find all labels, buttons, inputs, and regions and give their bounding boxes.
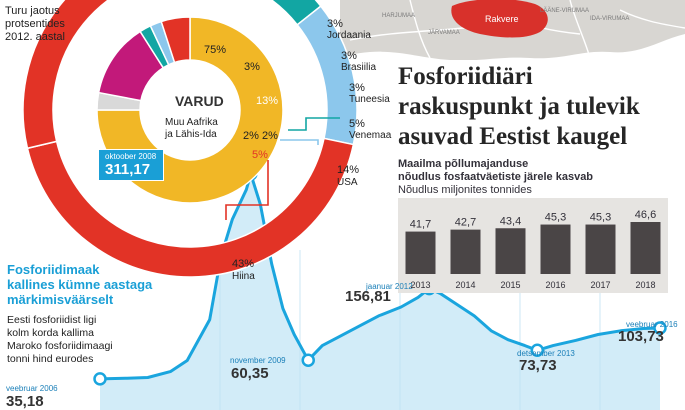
price-point-3 (301, 353, 315, 367)
bar-chart-title-line-2: nõudlus fosfaatväetiste järele kasvab (398, 171, 594, 183)
price-description: Eesti fosforiidist ligi kolm korda kalli… (7, 314, 113, 366)
donut-leader-line-3 (225, 160, 269, 220)
map-label-harjumaa: HARJUMAA (382, 13, 415, 19)
market-share-donut (22, 0, 358, 278)
headline-line-3: asuvad Eestist kaugel (398, 123, 628, 150)
bar-2013 (405, 231, 436, 274)
headline-line-1: Fosforiidiäri (398, 63, 533, 90)
bar-category-label-2015: 2015 (500, 280, 520, 290)
reserves-label: VARUD (175, 93, 224, 109)
reserves-pct-small: 3% (244, 61, 260, 73)
annotation-date-1: veebruar 2006 (6, 384, 58, 393)
price-description-line-1: Eesti fosforiidist ligi (7, 314, 97, 326)
legend-jordaania: Jordaania (327, 30, 371, 41)
bar-value-label-2016: 45,3 (545, 212, 566, 224)
legend-usa: USA (337, 177, 358, 188)
annotation-value-2: 311,17 (105, 161, 151, 178)
annotation-date-2: oktoober 2008 (105, 152, 157, 161)
annotation-value-1: 35,18 (6, 393, 44, 410)
bar-value-label-2013: 41,7 (410, 219, 431, 231)
annotation-date-6: veebruar 2016 (626, 320, 678, 329)
bar-category-label-2018: 2018 (635, 280, 655, 290)
donut-title-line-2: protsentides (5, 18, 65, 30)
bar-category-label-2014: 2014 (455, 280, 475, 290)
legend-venemaa: Venemaa (349, 130, 392, 141)
bar-category-label-2013: 2013 (410, 280, 430, 290)
bar-2014 (450, 229, 481, 274)
bar-2017 (585, 224, 616, 274)
annotation-date-5: detsember 2013 (517, 349, 575, 358)
price-point-5 (530, 343, 545, 358)
reserves-pct-hiina: 5% (252, 149, 268, 161)
legend-hiina: Hiina (232, 271, 255, 282)
bar-2016 (540, 224, 571, 274)
donut-ring1-slice-7 (22, 0, 110, 150)
headline: Fosforiidiäri raskuspunkt ja tulevik asu… (398, 62, 683, 152)
map-label-jarvamaa: JÄRVAMAA (428, 29, 460, 36)
annotation-value-6: 103,73 (618, 328, 664, 345)
legend-pct-tuneesia: 3% (349, 82, 365, 94)
reserves-subtitle-line-2: ja Lähis-Ida (165, 129, 217, 140)
bar-value-label-2018: 46,6 (635, 209, 656, 221)
annotation-value-3: 60,35 (231, 365, 269, 382)
legend-pct-brasiilia: 3% (341, 50, 357, 62)
bar-chart-title-line-1: Maailma põllumajanduse (398, 158, 529, 170)
annotation-value-4: 156,81 (345, 288, 391, 305)
reserves-subtitle: Muu Aafrika ja Lähis-Ida (165, 117, 218, 141)
donut-leader-line-2 (280, 139, 319, 145)
donut-center (140, 60, 240, 160)
reserves-pct-africa: 13% (256, 95, 279, 107)
bar-category-label-2016: 2016 (545, 280, 565, 290)
reserves-pct-venemaa: 2% (243, 130, 259, 142)
headline-line-2: raskuspunkt ja tulevik (398, 93, 640, 120)
bar-panel-background (398, 198, 668, 293)
price-heading-line-2: kallines kümne aastaga (7, 277, 153, 292)
bar-chart-panel: Maailma põllumajanduse nõudlus fosfaatvä… (398, 158, 668, 293)
bar-category-label-2017: 2017 (590, 280, 610, 290)
donut-title-line-3: 2012. aastal (5, 31, 65, 43)
estonia-map: HARJUMAA JÄRVAMAA LÄÄNE-VIRUMAA IDA-VIRU… (340, 0, 685, 60)
price-heading-line-3: märkimisväärselt (7, 292, 114, 307)
price-description-line-3: Maroko fosforiidimaagi (7, 340, 113, 352)
reserves-subtitle-line-1: Muu Aafrika (165, 117, 218, 128)
legend-pct-hiina: 43% (232, 258, 255, 270)
legend-tuneesia: Tuneesia (349, 94, 390, 105)
bar-2015 (495, 228, 526, 274)
map-label-laane-virumaa: LÄÄNE-VIRUMAA (540, 7, 589, 14)
price-point-6 (653, 321, 667, 335)
price-description-line-4: tonni hind eurodes (7, 353, 94, 365)
reserves-pct-main: 75% (204, 44, 227, 56)
map-label-rakvere: Rakvere (485, 14, 519, 24)
map-label-ida-virumaa: IDA-VIRUMAA (590, 16, 629, 22)
price-point-1 (93, 372, 107, 386)
price-heading: Fosforiidimaak kallines kümne aastaga mä… (7, 262, 152, 307)
legend-brasiilia: Brasiilia (341, 62, 377, 73)
bar-value-label-2014: 42,7 (455, 217, 476, 229)
annotation-box-2: oktoober 2008 311,17 (98, 149, 164, 181)
legend-pct-usa: 14% (337, 164, 360, 176)
bar-2018 (630, 222, 661, 274)
bar-chart-ylabel: Nõudlus miljonites tonnides (398, 184, 532, 196)
legend-pct-venemaa: 5% (349, 118, 365, 130)
price-heading-line-1: Fosforiidimaak (7, 262, 100, 277)
legend-pct-jordaania: 3% (327, 18, 343, 30)
donut-title-line-1: Turu jaotus (5, 5, 60, 17)
annotation-date-3: november 2009 (230, 356, 286, 365)
price-description-line-2: kolm korda kallima (7, 327, 94, 339)
donut-title: Turu jaotus protsentides 2012. aastal (5, 5, 65, 44)
reserves-pct-usa: 2% (262, 130, 278, 142)
annotation-value-5: 73,73 (519, 357, 557, 374)
bar-value-label-2017: 45,3 (590, 212, 611, 224)
bar-chart: 41,7 2013 42,7 2014 43,4 2015 45,3 2016 45,3 2017… (398, 198, 668, 293)
map-highlight-region (451, 0, 548, 38)
donut-leader-line-1 (288, 117, 340, 131)
annotation-date-4: jaanuar 2012 (366, 282, 413, 291)
bar-value-label-2015: 43,4 (500, 215, 521, 227)
